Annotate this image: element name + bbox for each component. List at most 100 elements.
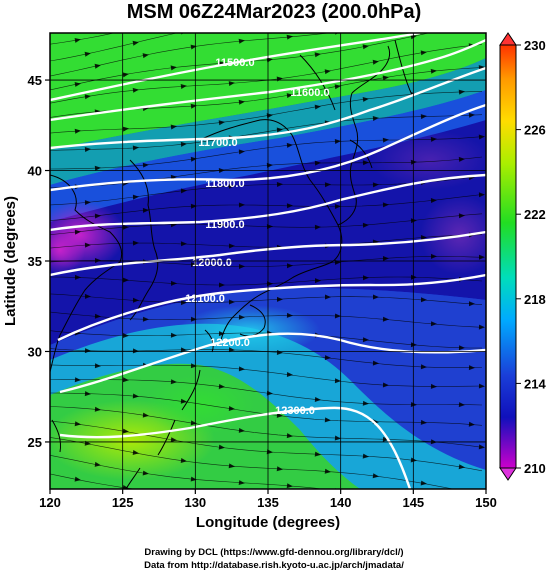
wind-arrow bbox=[314, 397, 321, 402]
wind-arrow bbox=[315, 278, 321, 284]
wind-arrow bbox=[94, 165, 101, 171]
wind-arrow bbox=[324, 468, 331, 474]
contour-label: 12300.0 bbox=[275, 405, 315, 417]
wind-arrow bbox=[181, 300, 187, 306]
wind-arrow bbox=[143, 518, 149, 523]
wind-arrow bbox=[142, 162, 149, 168]
wind-arrow bbox=[420, 114, 427, 120]
wind-arrow bbox=[142, 316, 149, 322]
wind-arrow bbox=[468, 421, 475, 427]
wind-arrow bbox=[314, 224, 321, 230]
wind-arrow bbox=[229, 21, 235, 26]
wind-arrow bbox=[334, 378, 341, 384]
wind-arrow bbox=[180, 188, 187, 194]
streamline bbox=[50, 33, 430, 91]
wind-arrow bbox=[84, 242, 91, 248]
wind-arrow bbox=[170, 124, 177, 130]
x-tick-label: 130 bbox=[184, 495, 206, 510]
y-tick-label: 30 bbox=[28, 344, 42, 359]
colorbar-tick-label: 230 bbox=[524, 38, 546, 53]
wind-arrow bbox=[362, 97, 369, 102]
wind-arrow bbox=[228, 406, 235, 411]
contour-line bbox=[50, 33, 421, 102]
wind-arrow bbox=[277, 296, 283, 302]
wind-arrow bbox=[286, 142, 293, 148]
wind-arrow bbox=[373, 539, 379, 544]
colorbar-tick-label: 218 bbox=[524, 292, 546, 307]
wind-arrow bbox=[383, 496, 389, 501]
streamline bbox=[50, 234, 483, 249]
wind-arrow bbox=[122, 428, 129, 434]
wind-arrow bbox=[458, 213, 465, 219]
colorbar-tick-label: 222 bbox=[524, 207, 546, 222]
wind-arrow bbox=[479, 515, 485, 520]
wind-arrow bbox=[94, 406, 101, 412]
streamline bbox=[50, 91, 483, 134]
colorbar-tick-label: 210 bbox=[524, 461, 546, 476]
x-axis: 120 125 130 135 140 145 150 bbox=[39, 489, 497, 510]
wind-arrow bbox=[219, 5, 225, 10]
wind-arrow bbox=[478, 383, 485, 389]
wind-arrow bbox=[373, 4, 379, 9]
y-tick-label: 35 bbox=[28, 254, 42, 269]
credit-data: Data from http://database.rish.kyoto-u.a… bbox=[144, 560, 404, 571]
wind-arrow bbox=[85, 496, 91, 501]
wind-arrow bbox=[469, 301, 475, 307]
wind-arrow bbox=[363, 275, 369, 281]
wind-arrow bbox=[458, 89, 465, 95]
wind-arrow bbox=[122, 126, 129, 132]
x-axis-label: Longitude (degrees) bbox=[196, 514, 340, 531]
credit-drawing: Drawing by DCL (https://www.gfd-dennou.o… bbox=[144, 547, 404, 558]
wind-arrow bbox=[420, 419, 427, 425]
wind-arrow bbox=[382, 436, 389, 442]
wind-arrow bbox=[276, 182, 283, 187]
wind-arrow bbox=[238, 38, 245, 44]
streamline bbox=[50, 437, 455, 489]
wind-arrow bbox=[286, 433, 293, 439]
wind-arrow bbox=[132, 450, 139, 455]
wind-arrow bbox=[142, 412, 149, 418]
wind-arrow bbox=[132, 145, 139, 151]
wind-arrow bbox=[190, 316, 197, 322]
wind-arrow bbox=[84, 200, 91, 205]
wind-arrow bbox=[277, 14, 283, 19]
wind-arrow bbox=[190, 156, 197, 162]
streamline bbox=[50, 379, 483, 406]
wind-arrow bbox=[239, 264, 245, 269]
wind-arrow bbox=[420, 235, 427, 240]
wind-arrow bbox=[94, 213, 101, 219]
contour-line bbox=[50, 66, 486, 150]
map-title: MSM 06Z24Mar2023 (200.0hPa) bbox=[126, 1, 422, 23]
wind-arrow bbox=[84, 147, 91, 152]
wind-arrow bbox=[334, 435, 341, 441]
wind-arrow bbox=[479, 254, 485, 260]
wind-arrow bbox=[382, 75, 389, 81]
wind-arrow bbox=[314, 451, 321, 457]
wind-arrow bbox=[431, 506, 437, 511]
wind-arrow bbox=[75, 274, 81, 280]
streamline bbox=[50, 455, 325, 489]
wind-arrow bbox=[95, 258, 101, 263]
wind-arrow bbox=[410, 218, 417, 224]
wind-arrow bbox=[372, 360, 379, 366]
streamline bbox=[50, 293, 483, 305]
wind-arrow bbox=[478, 324, 485, 330]
streamline bbox=[50, 364, 483, 387]
contour-label: 12000.0 bbox=[192, 257, 232, 269]
wind-arrow bbox=[170, 437, 177, 443]
wind-arrow bbox=[430, 198, 437, 203]
wind-arrow bbox=[469, 490, 475, 495]
x-tick-label: 140 bbox=[330, 495, 352, 510]
colorbar-tick-label: 214 bbox=[524, 376, 546, 391]
wind-arrow bbox=[382, 316, 389, 322]
contour-line bbox=[50, 230, 486, 277]
wind-arrow bbox=[315, 505, 321, 510]
colorbar: 210 214 218 222 226 230 bbox=[499, 32, 546, 481]
streamline bbox=[50, 136, 483, 170]
wind-arrow bbox=[372, 182, 379, 188]
wind-arrow bbox=[373, 294, 379, 300]
wind-arrow bbox=[132, 393, 139, 399]
wind-arrow bbox=[170, 65, 177, 71]
wind-arrow bbox=[132, 40, 139, 46]
wind-arrow bbox=[122, 377, 129, 383]
